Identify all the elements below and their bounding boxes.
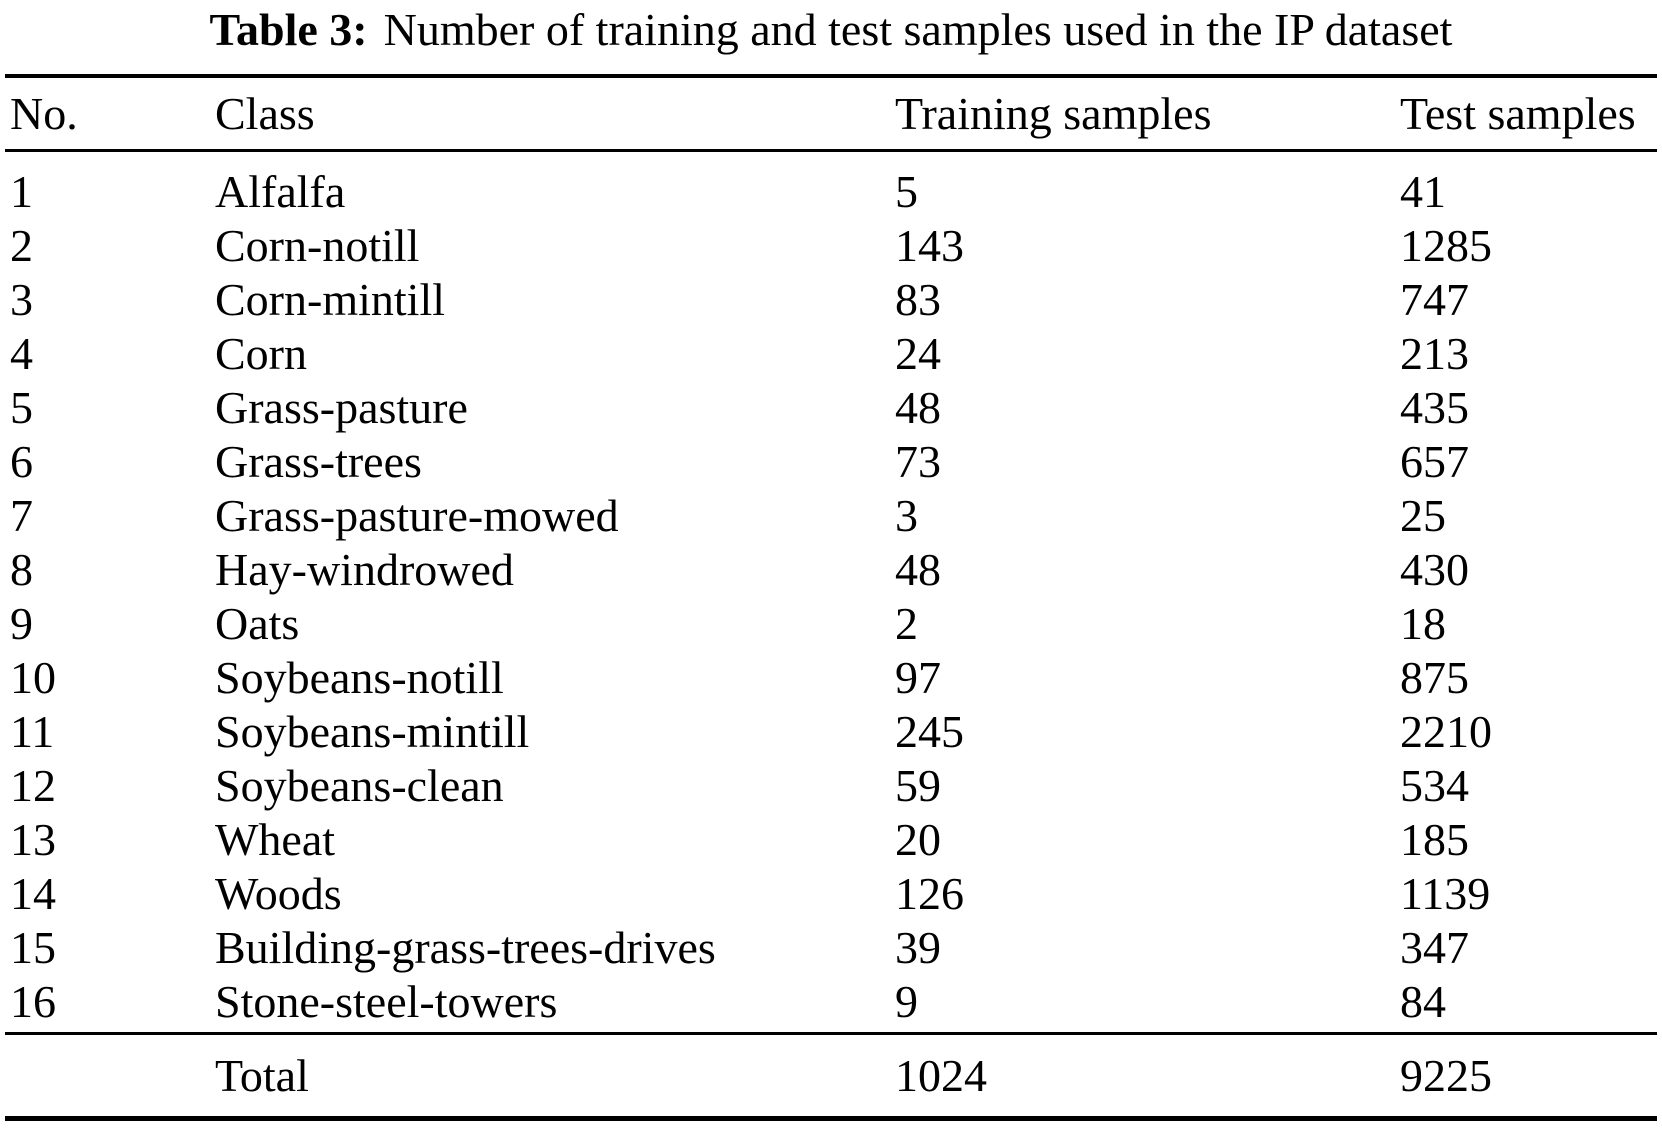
table-row: 4 Corn 24 213 (5, 327, 1657, 381)
total-label: Total (215, 1049, 309, 1101)
cell-class: Alfalfa (215, 166, 346, 217)
total-row: Total 1024 9225 (5, 1035, 1657, 1116)
cell-training: 48 (895, 382, 941, 433)
cell-training: 48 (895, 544, 941, 595)
table-caption-text: Number of training and test samples used… (383, 4, 1453, 55)
total-training: 1024 (895, 1049, 987, 1101)
cell-class: Oats (215, 598, 300, 649)
cell-training: 126 (895, 868, 964, 919)
cell-class: Soybeans-notill (215, 652, 504, 703)
total-test: 9225 (1400, 1049, 1492, 1101)
cell-class: Soybeans-clean (215, 760, 504, 811)
cell-test: 1285 (1400, 220, 1492, 271)
cell-no: 16 (10, 976, 56, 1027)
cell-no: 13 (10, 814, 56, 865)
table-row: 7 Grass-pasture-mowed 3 25 (5, 489, 1657, 543)
table-row: 8 Hay-windrowed 48 430 (5, 543, 1657, 597)
cell-no: 6 (10, 436, 33, 487)
cell-training: 20 (895, 814, 941, 865)
header-class: Class (215, 87, 315, 139)
table-row: 13 Wheat 20 185 (5, 813, 1657, 867)
cell-class: Grass-pasture-mowed (215, 490, 619, 541)
cell-class: Corn-notill (215, 220, 420, 271)
table-row: 15 Building-grass-trees-drives 39 347 (5, 921, 1657, 975)
samples-table: No. Class Training samples Test samples … (5, 74, 1657, 1121)
cell-no: 14 (10, 868, 56, 919)
cell-test: 534 (1400, 760, 1469, 811)
header-no: No. (10, 87, 78, 139)
cell-class: Hay-windrowed (215, 544, 514, 595)
cell-no: 10 (10, 652, 56, 703)
cell-test: 185 (1400, 814, 1469, 865)
cell-training: 2 (895, 598, 918, 649)
cell-no: 8 (10, 544, 33, 595)
table-footer: Total 1024 9225 (5, 1035, 1657, 1116)
cell-class: Stone-steel-towers (215, 976, 558, 1027)
header-test: Test samples (1400, 87, 1636, 139)
cell-test: 747 (1400, 274, 1469, 325)
cell-class: Woods (215, 868, 342, 919)
cell-no: 1 (10, 166, 33, 217)
header-training: Training samples (895, 87, 1212, 139)
cell-no: 15 (10, 922, 56, 973)
cell-training: 245 (895, 706, 964, 757)
cell-class: Corn (215, 328, 307, 379)
cell-training: 3 (895, 490, 918, 541)
cell-test: 875 (1400, 652, 1469, 703)
cell-class: Grass-trees (215, 436, 422, 487)
table-row: 3 Corn-mintill 83 747 (5, 273, 1657, 327)
table-row: 9 Oats 2 18 (5, 597, 1657, 651)
table-row: 10 Soybeans-notill 97 875 (5, 651, 1657, 705)
cell-test: 84 (1400, 976, 1446, 1027)
table-row: 5 Grass-pasture 48 435 (5, 381, 1657, 435)
table-row: 16 Stone-steel-towers 9 84 (5, 975, 1657, 1029)
table-caption-label: Table 3: (209, 4, 368, 55)
cell-no: 12 (10, 760, 56, 811)
cell-training: 59 (895, 760, 941, 811)
cell-test: 657 (1400, 436, 1469, 487)
cell-test: 435 (1400, 382, 1469, 433)
cell-training: 5 (895, 166, 918, 217)
cell-test: 41 (1400, 166, 1446, 217)
cell-test: 430 (1400, 544, 1469, 595)
cell-no: 7 (10, 490, 33, 541)
cell-no: 2 (10, 220, 33, 271)
cell-class: Grass-pasture (215, 382, 468, 433)
table-header: No. Class Training samples Test samples (5, 78, 1657, 152)
table-body: 1 Alfalfa 5 41 2 Corn-notill 143 1285 3 … (5, 152, 1657, 1035)
cell-no: 3 (10, 274, 33, 325)
cell-test: 2210 (1400, 706, 1492, 757)
cell-no: 11 (10, 706, 55, 757)
cell-training: 143 (895, 220, 964, 271)
cell-class: Wheat (215, 814, 336, 865)
cell-no: 9 (10, 598, 33, 649)
table-row: 12 Soybeans-clean 59 534 (5, 759, 1657, 813)
cell-class: Soybeans-mintill (215, 706, 530, 757)
cell-training: 83 (895, 274, 941, 325)
cell-training: 97 (895, 652, 941, 703)
cell-class: Corn-mintill (215, 274, 445, 325)
cell-test: 25 (1400, 490, 1446, 541)
table-row: 6 Grass-trees 73 657 (5, 435, 1657, 489)
cell-training: 73 (895, 436, 941, 487)
table-row: 11 Soybeans-mintill 245 2210 (5, 705, 1657, 759)
cell-test: 1139 (1400, 868, 1491, 919)
cell-training: 39 (895, 922, 941, 973)
table-row: 14 Woods 126 1139 (5, 867, 1657, 921)
cell-test: 213 (1400, 328, 1469, 379)
table-caption: Table 3: Number of training and test samp… (0, 0, 1662, 56)
table-row: 1 Alfalfa 5 41 (5, 165, 1657, 219)
cell-no: 4 (10, 328, 33, 379)
cell-test: 347 (1400, 922, 1469, 973)
table-header-row: No. Class Training samples Test samples (5, 78, 1657, 152)
table-row: 2 Corn-notill 143 1285 (5, 219, 1657, 273)
cell-class: Building-grass-trees-drives (215, 922, 716, 973)
cell-training: 24 (895, 328, 941, 379)
cell-test: 18 (1400, 598, 1446, 649)
cell-training: 9 (895, 976, 918, 1027)
cell-no: 5 (10, 382, 33, 433)
